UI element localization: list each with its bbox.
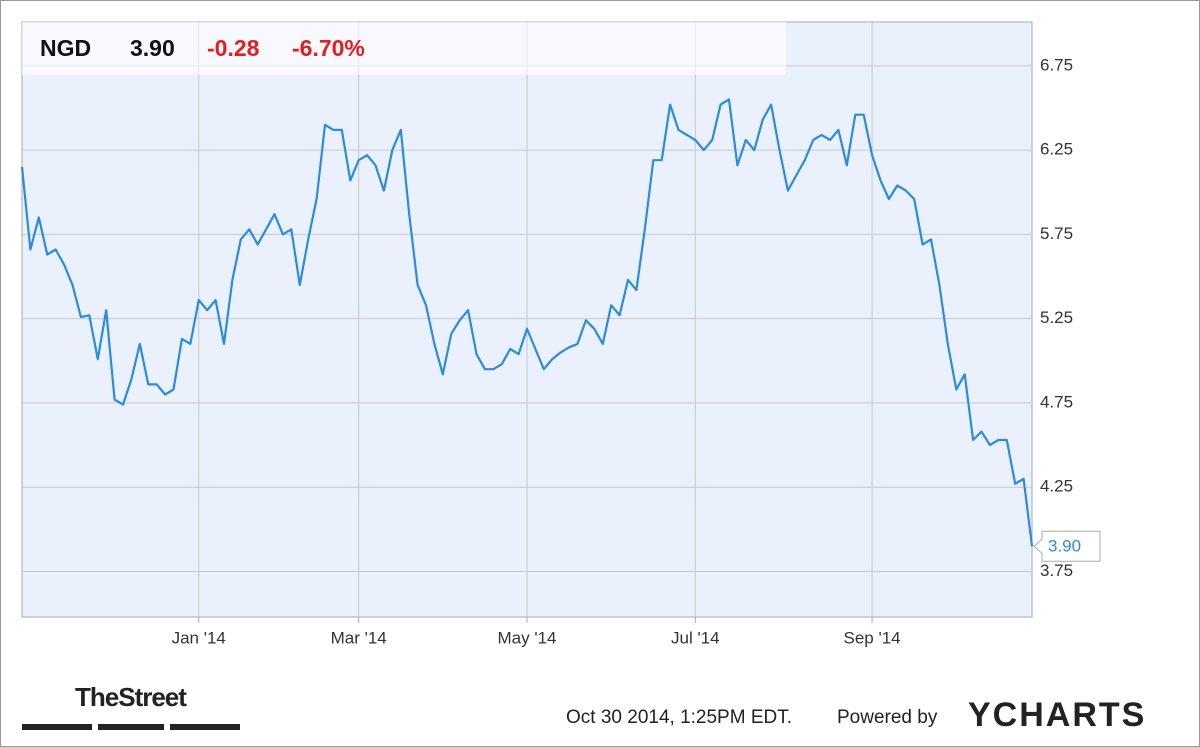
logo-bar bbox=[22, 724, 92, 730]
header-box bbox=[22, 22, 786, 75]
x-tick-label: Jan '14 bbox=[172, 628, 226, 647]
price: 3.90 bbox=[130, 35, 175, 61]
change-pct: -6.70% bbox=[292, 35, 365, 61]
y-tick-label: 5.75 bbox=[1040, 224, 1073, 243]
source-logo: TheStreet bbox=[75, 682, 187, 712]
y-tick-label: 5.25 bbox=[1040, 308, 1073, 327]
last-value-callout bbox=[1033, 530, 1101, 562]
last-value-label: 3.90 bbox=[1048, 537, 1081, 556]
change: -0.28 bbox=[207, 35, 260, 61]
timestamp: Oct 30 2014, 1:25PM EDT. bbox=[566, 707, 792, 728]
y-tick-label: 4.25 bbox=[1040, 477, 1073, 496]
brand-logo: YCHARTS bbox=[968, 696, 1146, 734]
logo-bar bbox=[170, 724, 240, 730]
y-tick-label: 6.75 bbox=[1040, 55, 1073, 74]
x-tick-label: Mar '14 bbox=[331, 628, 387, 647]
x-tick-label: Jul '14 bbox=[671, 628, 720, 647]
y-tick-label: 3.75 bbox=[1040, 561, 1073, 580]
price-line bbox=[20, 98, 1034, 547]
ticker: NGD bbox=[40, 35, 91, 61]
powered-by: Powered by bbox=[837, 707, 938, 728]
x-tick-label: Sep '14 bbox=[844, 628, 901, 647]
y-tick-label: 4.75 bbox=[1040, 392, 1073, 411]
logo-bar bbox=[98, 724, 164, 730]
x-tick-label: May '14 bbox=[498, 628, 557, 647]
y-tick-label: 6.25 bbox=[1040, 140, 1073, 159]
